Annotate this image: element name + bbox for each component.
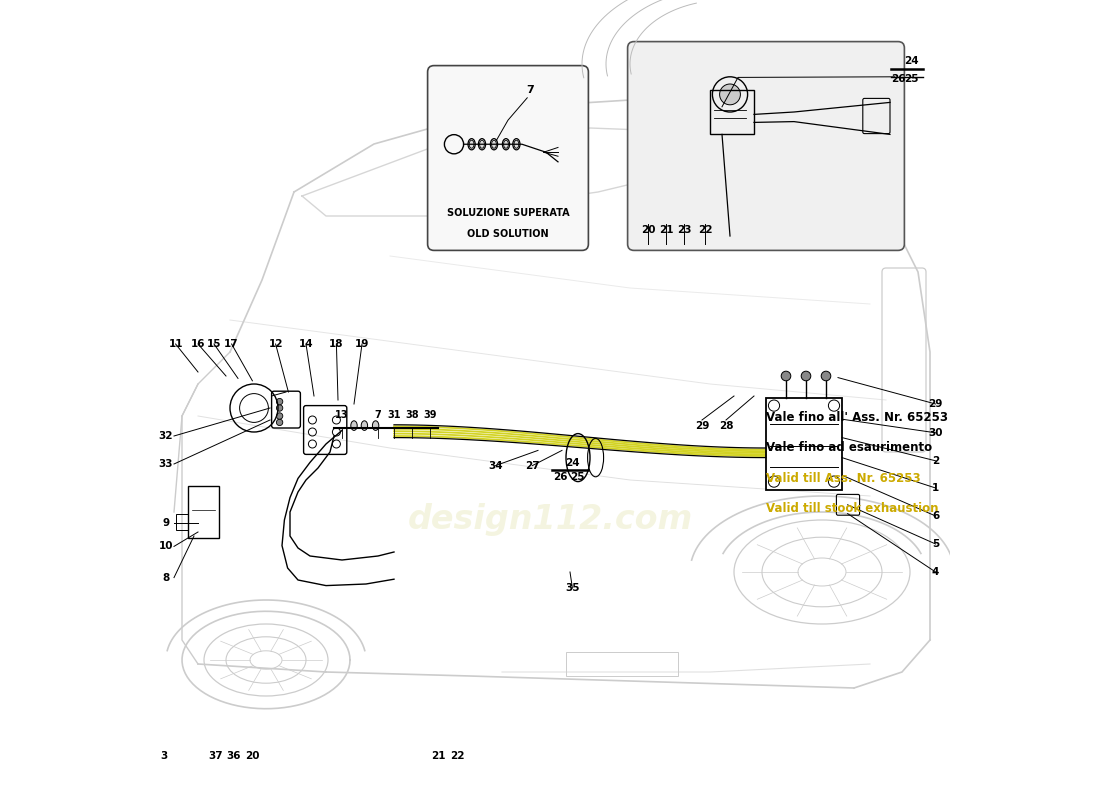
- Text: 8: 8: [163, 573, 169, 582]
- Text: 23: 23: [678, 226, 692, 235]
- Text: 1: 1: [932, 483, 939, 493]
- Circle shape: [719, 84, 740, 105]
- Ellipse shape: [480, 140, 484, 148]
- Text: 9: 9: [163, 518, 169, 528]
- Text: 20: 20: [245, 751, 260, 761]
- Text: 33: 33: [158, 459, 174, 469]
- Text: 31: 31: [387, 410, 400, 420]
- Text: 16: 16: [190, 339, 206, 349]
- Text: 25: 25: [570, 472, 584, 482]
- Text: 34: 34: [488, 461, 503, 470]
- Text: 29: 29: [928, 399, 943, 409]
- Text: 25: 25: [904, 74, 918, 84]
- Text: 27: 27: [525, 461, 540, 470]
- Text: 24: 24: [904, 56, 918, 66]
- Ellipse shape: [361, 421, 367, 430]
- Bar: [710, 90, 754, 134]
- Circle shape: [801, 371, 811, 381]
- Text: 10: 10: [158, 542, 174, 551]
- Text: 21: 21: [659, 226, 673, 235]
- Text: OLD SOLUTION: OLD SOLUTION: [468, 229, 549, 239]
- Text: 39: 39: [424, 410, 437, 420]
- Text: 20: 20: [641, 226, 656, 235]
- Text: 29: 29: [695, 421, 710, 430]
- Ellipse shape: [492, 140, 496, 148]
- Circle shape: [276, 413, 283, 419]
- Text: 3: 3: [161, 751, 168, 761]
- Text: 12: 12: [268, 339, 283, 349]
- Text: 2: 2: [932, 456, 939, 466]
- Text: 22: 22: [450, 751, 464, 761]
- Ellipse shape: [504, 140, 508, 148]
- Bar: [188, 486, 219, 538]
- Text: Valid till stook exhaustion: Valid till stook exhaustion: [766, 502, 938, 515]
- FancyBboxPatch shape: [628, 42, 904, 250]
- Text: 18: 18: [329, 339, 343, 349]
- Text: 11: 11: [168, 339, 183, 349]
- Bar: [176, 514, 188, 530]
- Text: 32: 32: [158, 431, 174, 441]
- Circle shape: [822, 371, 830, 381]
- Text: 15: 15: [207, 339, 221, 349]
- Ellipse shape: [514, 140, 519, 148]
- Text: 5: 5: [932, 539, 939, 549]
- Circle shape: [276, 398, 283, 405]
- Ellipse shape: [470, 140, 474, 148]
- Circle shape: [276, 419, 283, 426]
- Text: Vale fino ad esaurimento: Vale fino ad esaurimento: [766, 442, 932, 454]
- Text: 13: 13: [336, 410, 349, 420]
- Text: 22: 22: [697, 226, 713, 235]
- Text: Vale fino all' Ass. Nr. 65253: Vale fino all' Ass. Nr. 65253: [766, 411, 948, 424]
- Ellipse shape: [351, 421, 358, 430]
- Text: 24: 24: [565, 458, 580, 467]
- Text: 6: 6: [932, 511, 939, 521]
- Text: 35: 35: [565, 583, 580, 593]
- Text: 19: 19: [355, 339, 370, 349]
- Text: 26: 26: [892, 74, 906, 84]
- Text: 4: 4: [932, 567, 939, 577]
- Text: 38: 38: [406, 410, 419, 420]
- Bar: [566, 652, 678, 676]
- Text: Valid till Ass. Nr. 65253: Valid till Ass. Nr. 65253: [766, 472, 921, 485]
- Text: 26: 26: [553, 472, 568, 482]
- Text: SOLUZIONE SUPERATA: SOLUZIONE SUPERATA: [447, 209, 570, 218]
- Ellipse shape: [373, 421, 378, 430]
- Text: 17: 17: [224, 339, 239, 349]
- Text: 37: 37: [208, 751, 223, 761]
- Text: design112.com: design112.com: [407, 503, 693, 537]
- Text: 28: 28: [718, 421, 734, 430]
- Circle shape: [276, 405, 283, 411]
- Text: 36: 36: [226, 751, 241, 761]
- FancyBboxPatch shape: [428, 66, 588, 250]
- Text: 21: 21: [431, 751, 446, 761]
- Text: 14: 14: [299, 339, 314, 349]
- Circle shape: [781, 371, 791, 381]
- Text: 30: 30: [928, 428, 943, 438]
- Text: 7: 7: [526, 85, 535, 94]
- Bar: [766, 398, 842, 490]
- Text: 7: 7: [375, 410, 382, 420]
